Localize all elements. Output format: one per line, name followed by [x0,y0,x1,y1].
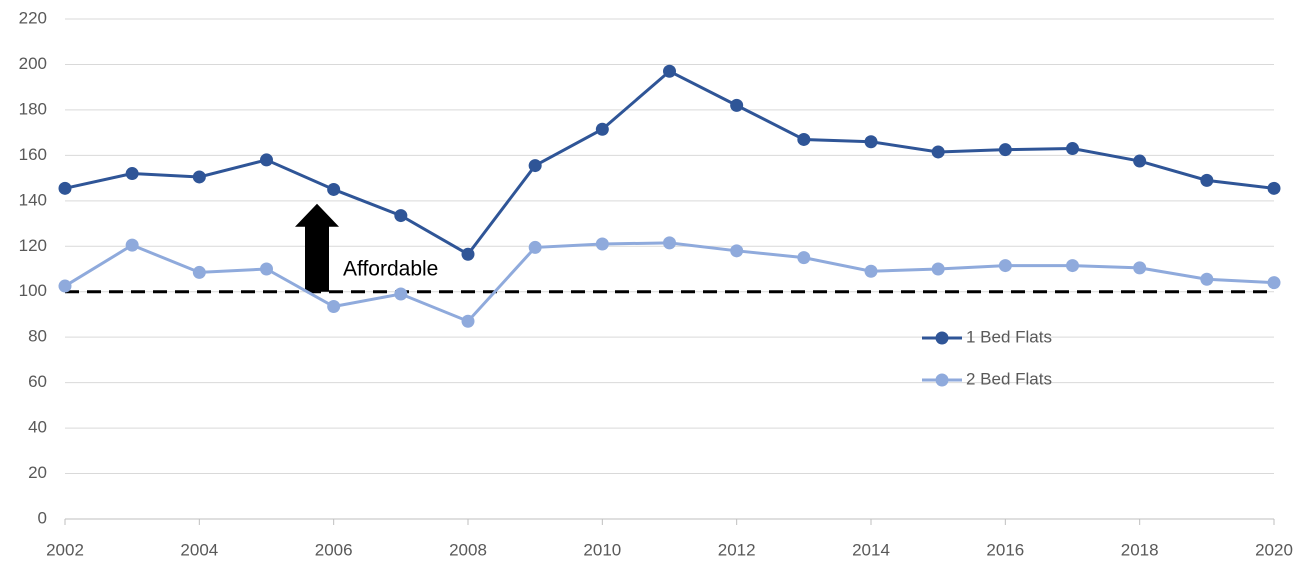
point [931,145,945,159]
point [595,122,609,136]
point [797,132,811,146]
legend-label: 2 Bed Flats [966,369,1052,388]
point [394,209,408,223]
y-tick-label: 60 [28,372,47,391]
point [192,170,206,184]
x-tick-label: 2018 [1121,540,1159,559]
legend-marker [935,373,949,387]
x-tick-label: 2006 [315,540,353,559]
y-tick-label: 20 [28,463,47,482]
point [260,153,273,167]
y-tick-label: 100 [19,281,47,300]
point [192,265,206,279]
x-tick-label: 2002 [46,540,84,559]
point [1267,276,1281,290]
point [1133,154,1147,168]
x-tick-label: 2014 [852,540,890,559]
point [394,287,408,301]
y-tick-label: 140 [19,190,47,209]
arrow [295,203,339,292]
point [730,244,744,258]
x-tick-label: 2010 [583,540,621,559]
series-line [64,69,1275,257]
y-tick-label: 40 [28,418,47,437]
point [730,98,744,112]
point [58,279,72,293]
legend-marker [935,331,949,345]
x-tick-label: 2020 [1255,540,1293,559]
legend-label: 1 Bed Flats [966,327,1052,346]
x-tick-label: 2012 [718,540,756,559]
point [461,247,475,261]
y-tick-label: 120 [19,236,47,255]
point [327,300,341,313]
point [1267,181,1281,195]
y-tick-label: 160 [19,145,47,164]
point [125,238,139,252]
point [1066,142,1079,156]
point [125,167,139,181]
point [461,314,475,328]
point [663,64,676,78]
point [595,237,609,251]
x-tick-label: 2008 [449,540,487,559]
annotation: Affordable [343,257,438,280]
point [797,251,811,265]
series-line [64,241,1275,324]
point [998,143,1012,157]
point [663,236,676,250]
y-tick-label: 180 [19,99,47,118]
point [1066,259,1079,273]
point [260,262,273,276]
point [864,264,878,278]
point [998,259,1012,273]
point [1200,173,1214,187]
y-tick-label: 80 [28,327,47,346]
point [528,159,542,173]
point [864,135,878,149]
point [931,262,945,276]
point [1133,261,1147,275]
x-tick-label: 2016 [986,540,1024,559]
point [528,240,542,254]
point [327,182,341,196]
x-tick-label: 2004 [180,540,218,559]
y-tick-label: 0 [38,508,47,527]
point [58,181,72,195]
y-tick-label: 200 [19,54,47,73]
y-tick-label: 220 [19,8,47,27]
point [1200,272,1214,286]
